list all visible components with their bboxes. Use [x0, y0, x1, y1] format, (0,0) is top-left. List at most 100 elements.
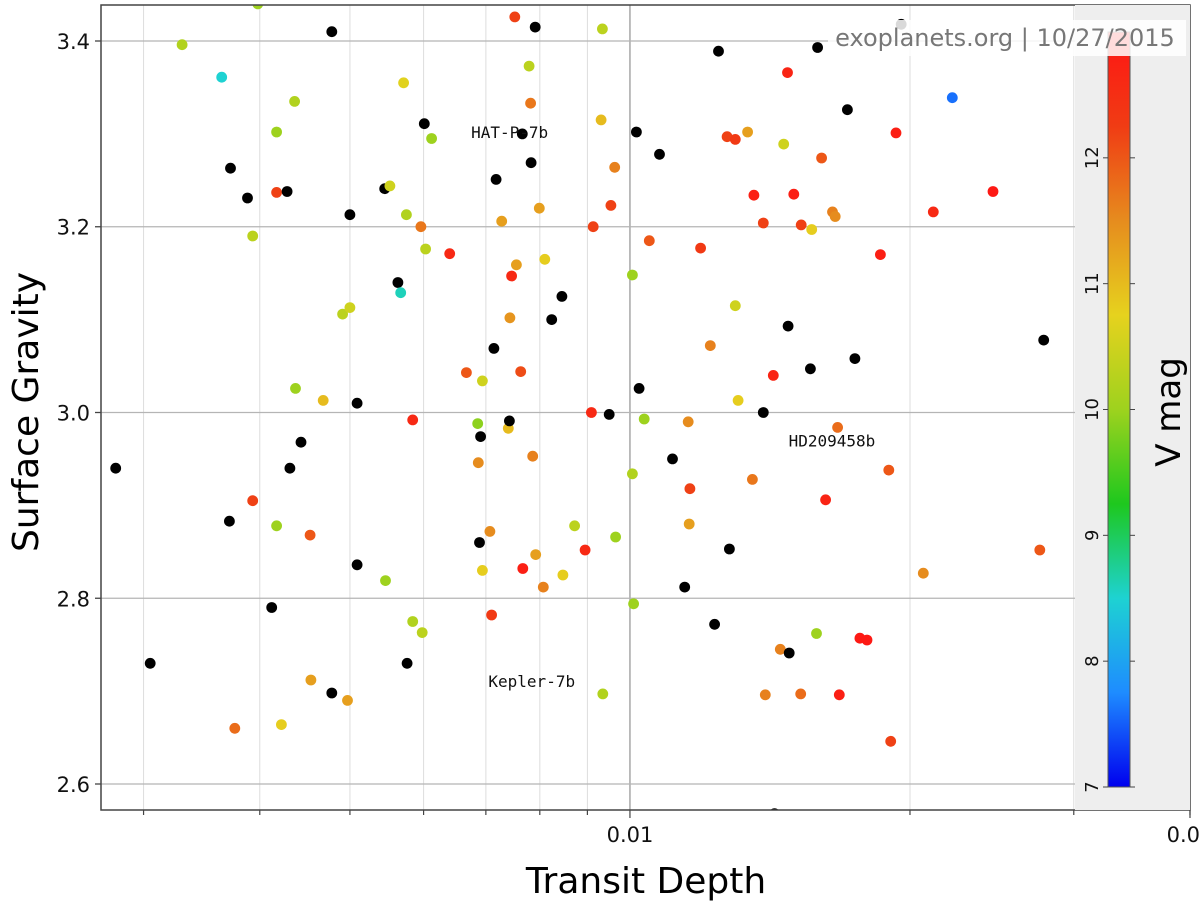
data-point: [917, 567, 929, 579]
data-point: [774, 643, 786, 655]
data-point: [627, 269, 638, 281]
data-point: [326, 26, 338, 38]
data-point: [638, 413, 650, 425]
data-point: [529, 21, 541, 33]
data-point: [416, 627, 428, 638]
data-point: [444, 248, 456, 260]
y-tick-label: 3.0: [57, 402, 90, 426]
data-point: [682, 416, 694, 428]
data-point: [610, 531, 621, 543]
y-tick-label: 2.8: [57, 587, 90, 611]
data-point: [557, 569, 569, 581]
plot-border: [100, 4, 1191, 811]
data-point: [289, 96, 300, 107]
data-point: [305, 674, 317, 686]
data-point: [747, 474, 758, 485]
colorbar-tick-label: 9: [1082, 530, 1103, 541]
data-point: [351, 559, 363, 571]
x-axis-title: Transit Depth: [525, 861, 766, 902]
plot-frame: [95, 4, 1191, 818]
data-point: [517, 563, 529, 574]
data-point: [284, 462, 296, 474]
data-point: [546, 314, 558, 325]
y-tick-label: 2.6: [57, 773, 90, 797]
data-point: [679, 581, 691, 593]
data-point: [496, 215, 508, 227]
data-point: [488, 343, 500, 354]
data-point: [778, 138, 790, 150]
x-tick-label: 0.01: [607, 823, 654, 847]
data-point: [392, 277, 404, 288]
data-point: [384, 180, 396, 192]
data-point: [946, 92, 958, 104]
data-point: [885, 735, 897, 747]
data-point: [597, 688, 609, 700]
data-point: [806, 224, 818, 235]
data-point: [771, 0, 782, 5]
data-point: [782, 320, 794, 332]
colorbar-tick-label: 7: [1082, 781, 1103, 792]
data-point: [271, 187, 282, 198]
data-point: [633, 383, 645, 394]
data-point: [628, 598, 639, 610]
data-point: [627, 468, 638, 480]
data-point: [401, 657, 413, 669]
data-point: [849, 353, 861, 364]
data-point: [511, 259, 522, 271]
data-point: [509, 11, 521, 23]
y-tick-label: 3.4: [57, 30, 90, 54]
data-point: [820, 494, 831, 506]
data-point: [395, 287, 407, 299]
data-point: [342, 695, 353, 706]
data-point: [247, 495, 259, 507]
colorbar-title: V mag: [1149, 357, 1189, 467]
data-point: [426, 133, 437, 144]
data-point: [683, 518, 695, 530]
data-point: [783, 647, 795, 659]
data-point: [477, 565, 488, 576]
data-point: [539, 253, 551, 265]
data-point: [461, 367, 472, 378]
data-point: [525, 157, 537, 169]
data-point: [281, 186, 293, 197]
data-point: [504, 415, 515, 427]
data-point: [1038, 334, 1050, 346]
data-point: [732, 395, 744, 406]
point-label: HAT-P-7b: [471, 123, 548, 142]
data-point: [304, 529, 316, 541]
data-point: [216, 71, 228, 83]
data-point: [295, 436, 307, 448]
data-point: [556, 291, 568, 302]
data-point: [587, 221, 599, 233]
data-point: [724, 543, 735, 555]
data-point: [407, 616, 419, 627]
data-point: [484, 526, 496, 537]
data-point: [767, 370, 779, 381]
colorbar-tick-label: 10: [1082, 398, 1103, 421]
data-point: [326, 687, 338, 699]
data-point: [276, 719, 287, 730]
data-point: [401, 209, 412, 221]
data-point: [890, 127, 902, 139]
data-point: [729, 300, 741, 312]
data-point: [709, 618, 720, 630]
data-point: [883, 464, 895, 476]
colorbar-tick-label: 12: [1082, 146, 1103, 169]
data-point: [832, 422, 843, 433]
grid: [101, 5, 1190, 810]
data-point: [812, 42, 823, 53]
data-point: [290, 383, 301, 394]
data-point: [252, 5, 264, 10]
data-point: [472, 418, 484, 429]
data-point: [266, 602, 278, 613]
data-point: [418, 118, 430, 130]
data-point: [474, 537, 485, 548]
data-point: [569, 520, 580, 532]
data-point: [472, 457, 484, 469]
data-point: [477, 375, 488, 387]
data-point: [829, 211, 841, 222]
data-point: [795, 219, 807, 231]
x-tick-labels: 0.01 0.04: [607, 823, 1200, 847]
data-point: [579, 544, 591, 556]
data-point: [380, 575, 391, 586]
